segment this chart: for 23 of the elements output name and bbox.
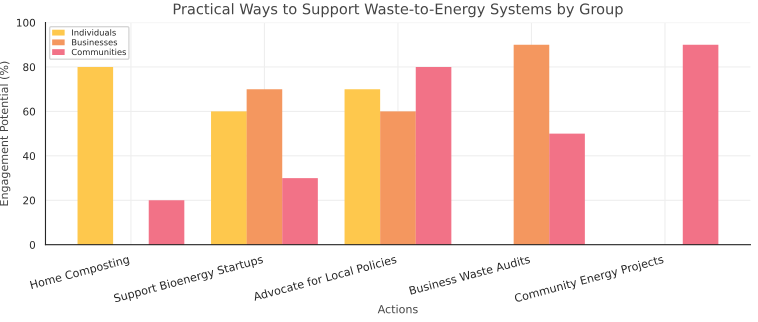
y-axis-title: Engagement Potential (%) [0,62,10,206]
bar [344,89,380,245]
legend-label: Communities [72,48,126,56]
y-tick-label: 60 [23,108,36,116]
bar [148,200,184,245]
legend-label: Individuals [72,29,116,36]
bar [380,111,416,245]
bar [78,66,114,245]
y-tick-label: 100 [17,18,36,27]
bar [682,44,718,245]
x-axis-title: Actions [378,304,418,314]
bar [514,44,550,245]
y-tick-label: 0 [30,240,36,249]
bar [246,89,282,245]
y-tick-label: 40 [23,152,36,160]
y-tick-label: 80 [23,63,36,72]
bar [416,66,452,245]
bar [211,111,247,245]
chart-title: Practical Ways to Support Waste-to-Energy Systems by Group [174,3,623,18]
y-tick-label: 20 [23,196,36,204]
legend-label: Businesses [72,38,118,46]
bar [282,178,318,245]
bar [549,134,585,245]
